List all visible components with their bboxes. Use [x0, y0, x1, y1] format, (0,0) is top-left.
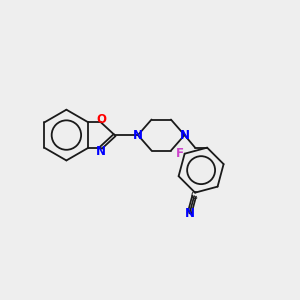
Text: N: N — [133, 129, 142, 142]
Text: N: N — [96, 145, 106, 158]
Text: C: C — [191, 191, 197, 201]
Text: O: O — [96, 113, 106, 127]
Text: F: F — [176, 147, 184, 160]
Text: N: N — [180, 129, 190, 142]
Text: N: N — [184, 207, 194, 220]
